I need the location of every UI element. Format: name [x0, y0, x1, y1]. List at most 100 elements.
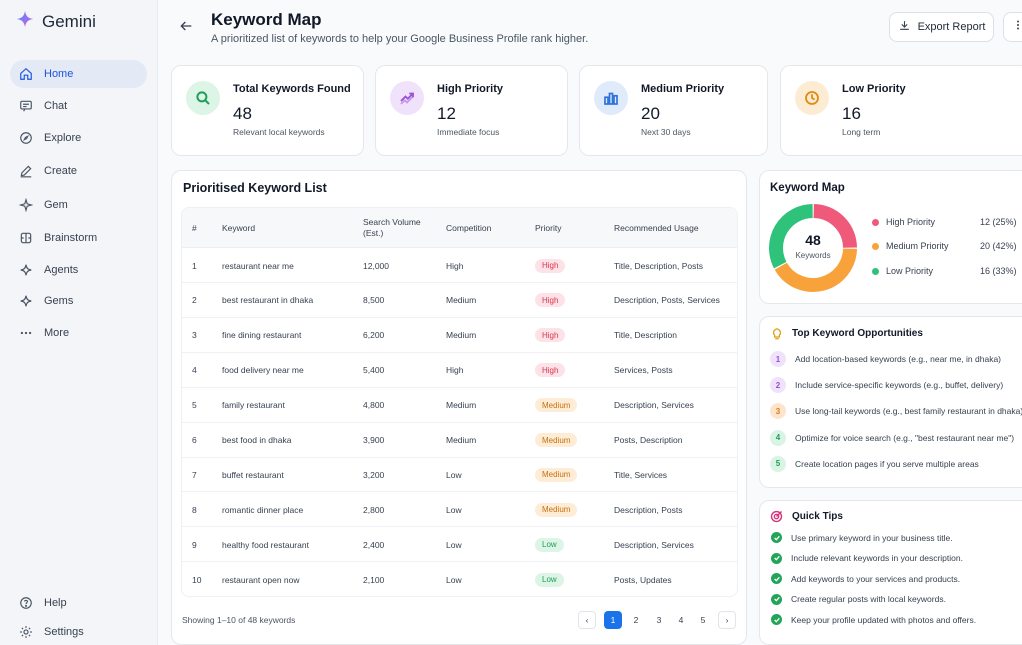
sidebar-item-label: Brainstorm — [44, 232, 98, 244]
page-button-4[interactable]: 4 — [678, 615, 684, 625]
sidebar-item-home[interactable]: Home — [10, 60, 147, 88]
gem-icon — [18, 197, 34, 213]
page-button-3[interactable]: 3 — [656, 615, 662, 625]
cell-num: 5 — [192, 388, 197, 423]
cell-volume: 2,800 — [363, 492, 384, 527]
opportunity-item: 4 Optimize for voice search (e.g., "best … — [770, 429, 1015, 446]
cell-num-text: 6 — [192, 435, 197, 445]
quick-tips-title: Quick Tips — [792, 511, 843, 522]
page-button-2[interactable]: 2 — [633, 615, 639, 625]
table-row[interactable]: 8 romantic dinner place 2,800 Low Medium Desc… — [182, 492, 737, 528]
cell-usage: Services, Posts — [614, 353, 673, 388]
col-header-priority[interactable]: Priority — [535, 222, 562, 233]
cell-competition-text: Low — [446, 469, 462, 480]
export-report-button[interactable]: Export Report — [889, 12, 994, 42]
cell-num-text: 5 — [192, 400, 197, 411]
table-row[interactable]: 10 restaurant open now 2,100 Low Low Posts, U… — [182, 562, 737, 596]
prev-page-button[interactable]: ‹ — [578, 611, 596, 629]
cell-keyword: best food in dhaka — [222, 423, 291, 458]
stat-label: High Priority — [437, 83, 504, 95]
col-header-competition[interactable]: Competition — [446, 222, 492, 233]
cell-usage-text: Posts, Updates — [614, 574, 672, 585]
home-icon — [18, 66, 34, 82]
opportunity-number: 2 — [770, 377, 786, 394]
sidebar-item-label: Gem — [44, 199, 68, 211]
table-row[interactable]: 1 restaurant near me 12,000 High High Title, … — [182, 248, 737, 283]
cell-keyword-text: best food in dhaka — [222, 435, 292, 445]
opportunity-text: Optimize for voice search (e.g., "best r… — [795, 432, 1015, 443]
sidebar-item-label: Home — [44, 68, 74, 80]
col-header-num: # — [192, 222, 197, 233]
cell-keyword-text: restaurant open now — [222, 574, 300, 585]
cell-volume: 2,400 — [363, 527, 384, 562]
col-header-keyword[interactable]: Keyword — [222, 222, 256, 233]
sidebar-item-more[interactable]: More — [10, 319, 147, 347]
stat-subtext: Immediate focus — [437, 127, 500, 137]
keyword-donut-chart — [769, 204, 857, 292]
next-page-button[interactable]: › — [718, 611, 736, 629]
sidebar-item-label: Help — [44, 597, 67, 609]
donut-slice-low-priority[interactable] — [769, 204, 814, 269]
cell-usage: Title, Description, Posts — [614, 248, 703, 283]
back-button[interactable] — [176, 18, 196, 38]
legend-dot-medium — [872, 242, 879, 250]
col-header-usage: Recommended Usage — [614, 222, 699, 233]
cell-usage-text: Description, Posts — [614, 504, 683, 515]
cell-num-text: 7 — [192, 469, 197, 480]
keyword-list-title: Prioritised Keyword List — [183, 181, 327, 195]
tip-item: Add keywords to your services and produc… — [771, 573, 960, 585]
cell-keyword-text: family restaurant — [222, 400, 285, 411]
sidebar-item-explore[interactable]: Explore — [10, 124, 147, 152]
table-row[interactable]: 2 best restaurant in dhaka 8,500 Medium High… — [182, 283, 737, 318]
cell-keyword: best restaurant in dhaka — [222, 283, 313, 318]
dots-icon — [18, 325, 34, 341]
cell-volume: 5,400 — [363, 353, 384, 388]
table-row[interactable]: 7 buffet restaurant 3,200 Low Medium Title, S… — [182, 457, 737, 493]
cell-priority: Medium — [535, 388, 578, 423]
page-title: Keyword Map — [211, 10, 322, 29]
cell-num: 4 — [192, 353, 197, 388]
opportunity-text: Create location pages if you serve multi… — [795, 458, 979, 469]
opportunity-text: Add location-based keywords (e.g., near … — [795, 354, 1002, 364]
stat-value: 48 — [233, 104, 252, 123]
table-row[interactable]: 4 food delivery near me 5,400 High High Servi… — [182, 353, 737, 388]
table-row[interactable]: 5 family restaurant 4,800 Medium Medium Descr… — [182, 388, 737, 423]
sidebar-item-create[interactable]: Create — [10, 157, 147, 185]
table-row[interactable]: 3 fine dining restaurant 6,200 Medium High Ti… — [182, 318, 737, 353]
tip-text: Use primary keyword in your business tit… — [791, 532, 953, 543]
sidebar-item-gem[interactable]: Gem — [10, 191, 147, 219]
cell-keyword: restaurant open now — [222, 562, 300, 596]
cell-keyword: romantic dinner place — [222, 492, 303, 527]
donut-slice-high-priority[interactable] — [813, 204, 857, 249]
sidebar-item-brainstorm[interactable]: Brainstorm — [10, 224, 147, 252]
sidebar-item-settings[interactable]: Settings — [10, 618, 147, 645]
table-row[interactable]: 9 healthy food restaurant 2,400 Low Low Descr… — [182, 527, 737, 563]
cell-competition: Medium — [446, 283, 476, 318]
page-button-5[interactable]: 5 — [700, 615, 706, 625]
donut-slice-medium-priority[interactable] — [774, 248, 857, 292]
sidebar-item-chat[interactable]: Chat — [10, 92, 147, 120]
col-header-volume[interactable]: Search Volume (Est.) — [363, 208, 421, 248]
tip-text: Create regular posts with local keywords… — [791, 594, 946, 605]
opportunity-item: 3 Use long-tail keywords (e.g., best fami… — [770, 403, 1022, 420]
sidebar-item-label: Gems — [44, 295, 74, 307]
cell-volume-text: 5,400 — [363, 365, 385, 376]
export-report-label: Export Report — [917, 21, 986, 33]
sidebar-item-agents[interactable]: Agents — [10, 256, 147, 284]
cell-num: 1 — [192, 248, 197, 283]
more-options-button[interactable] — [1003, 12, 1022, 42]
page-button-1[interactable]: 1 — [604, 611, 622, 629]
cell-competition-text: Medium — [446, 295, 477, 306]
cell-volume: 3,200 — [363, 457, 384, 492]
bar-chart-icon — [594, 81, 628, 115]
brand-name: Gemini — [42, 11, 96, 31]
arrow-left-icon — [178, 18, 194, 39]
cell-num-text: 2 — [192, 295, 197, 306]
brand[interactable]: Gemini — [16, 10, 96, 33]
legend-value-high: 12 (25%) — [980, 217, 1017, 227]
cell-num: 8 — [192, 492, 197, 527]
sidebar-item-help[interactable]: Help — [10, 589, 147, 617]
sidebar-item-gems[interactable]: Gems — [10, 287, 147, 315]
tip-item: Create regular posts with local keywords… — [771, 593, 946, 605]
table-row[interactable]: 6 best food in dhaka 3,900 Medium Medium Post… — [182, 423, 737, 458]
